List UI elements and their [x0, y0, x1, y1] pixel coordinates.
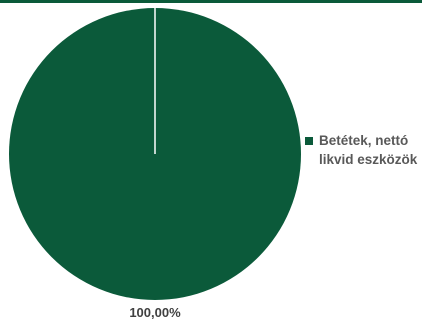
legend-swatch [305, 137, 313, 145]
legend-label: Betétek, nettó likvid eszközök [319, 133, 418, 167]
header-accent-bar [0, 0, 422, 3]
legend: Betétek, nettó likvid eszközök [305, 131, 422, 169]
slice-data-label: 100,00% [129, 305, 181, 320]
